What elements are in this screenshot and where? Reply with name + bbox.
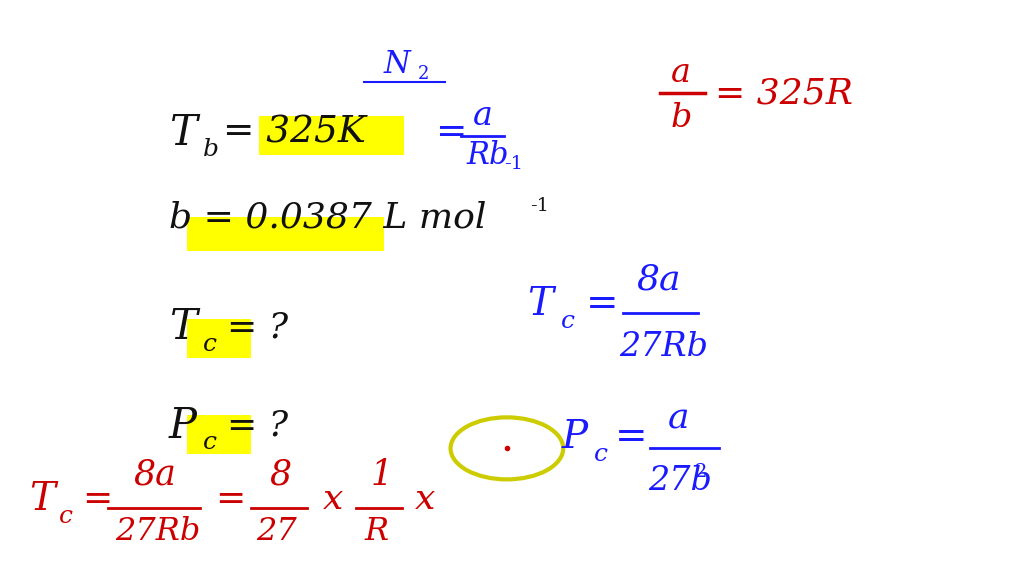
Text: 27Rb: 27Rb <box>115 516 200 547</box>
Text: 1: 1 <box>371 458 393 492</box>
Text: T: T <box>29 481 54 518</box>
Text: T: T <box>527 286 553 323</box>
Text: =: = <box>586 286 618 323</box>
Bar <box>187 319 251 358</box>
Text: 2: 2 <box>418 65 429 83</box>
Text: =: = <box>614 418 647 456</box>
Text: Rb: Rb <box>467 140 510 170</box>
Text: = ?: = ? <box>227 409 289 443</box>
Text: P: P <box>169 405 197 447</box>
Text: =: = <box>215 482 246 516</box>
Text: b = 0.0387 L mol: b = 0.0387 L mol <box>169 200 486 234</box>
Text: -1: -1 <box>530 197 550 215</box>
Text: c: c <box>203 333 217 355</box>
Text: 2: 2 <box>694 463 707 481</box>
Text: a: a <box>473 100 493 131</box>
Text: = 325R: = 325R <box>715 76 853 110</box>
Text: 27: 27 <box>256 516 297 547</box>
Bar <box>259 116 404 155</box>
Text: 8a: 8a <box>133 458 176 492</box>
Text: N: N <box>384 50 411 80</box>
Text: 27Rb: 27Rb <box>620 331 709 363</box>
Text: c: c <box>561 310 575 333</box>
Text: x: x <box>415 482 435 516</box>
Text: =: = <box>82 482 113 516</box>
Text: =: = <box>435 114 467 151</box>
Text: = 325K: = 325K <box>223 114 367 151</box>
Text: R: R <box>365 516 389 547</box>
Text: x: x <box>323 482 343 516</box>
Text: T: T <box>169 112 197 153</box>
Text: 8: 8 <box>269 458 292 492</box>
Text: -1: -1 <box>504 155 523 173</box>
Text: 8a: 8a <box>637 262 681 296</box>
Text: a: a <box>671 58 690 89</box>
Bar <box>187 217 384 251</box>
Text: = ?: = ? <box>227 310 289 344</box>
Text: P: P <box>561 418 588 456</box>
Text: a: a <box>668 402 689 435</box>
Text: b: b <box>671 103 692 134</box>
Bar <box>187 415 251 454</box>
Text: c: c <box>203 431 217 454</box>
Text: c: c <box>59 505 74 527</box>
Text: c: c <box>594 443 608 465</box>
Text: b: b <box>203 138 219 161</box>
Text: T: T <box>169 306 197 348</box>
Text: 27b: 27b <box>648 465 712 496</box>
